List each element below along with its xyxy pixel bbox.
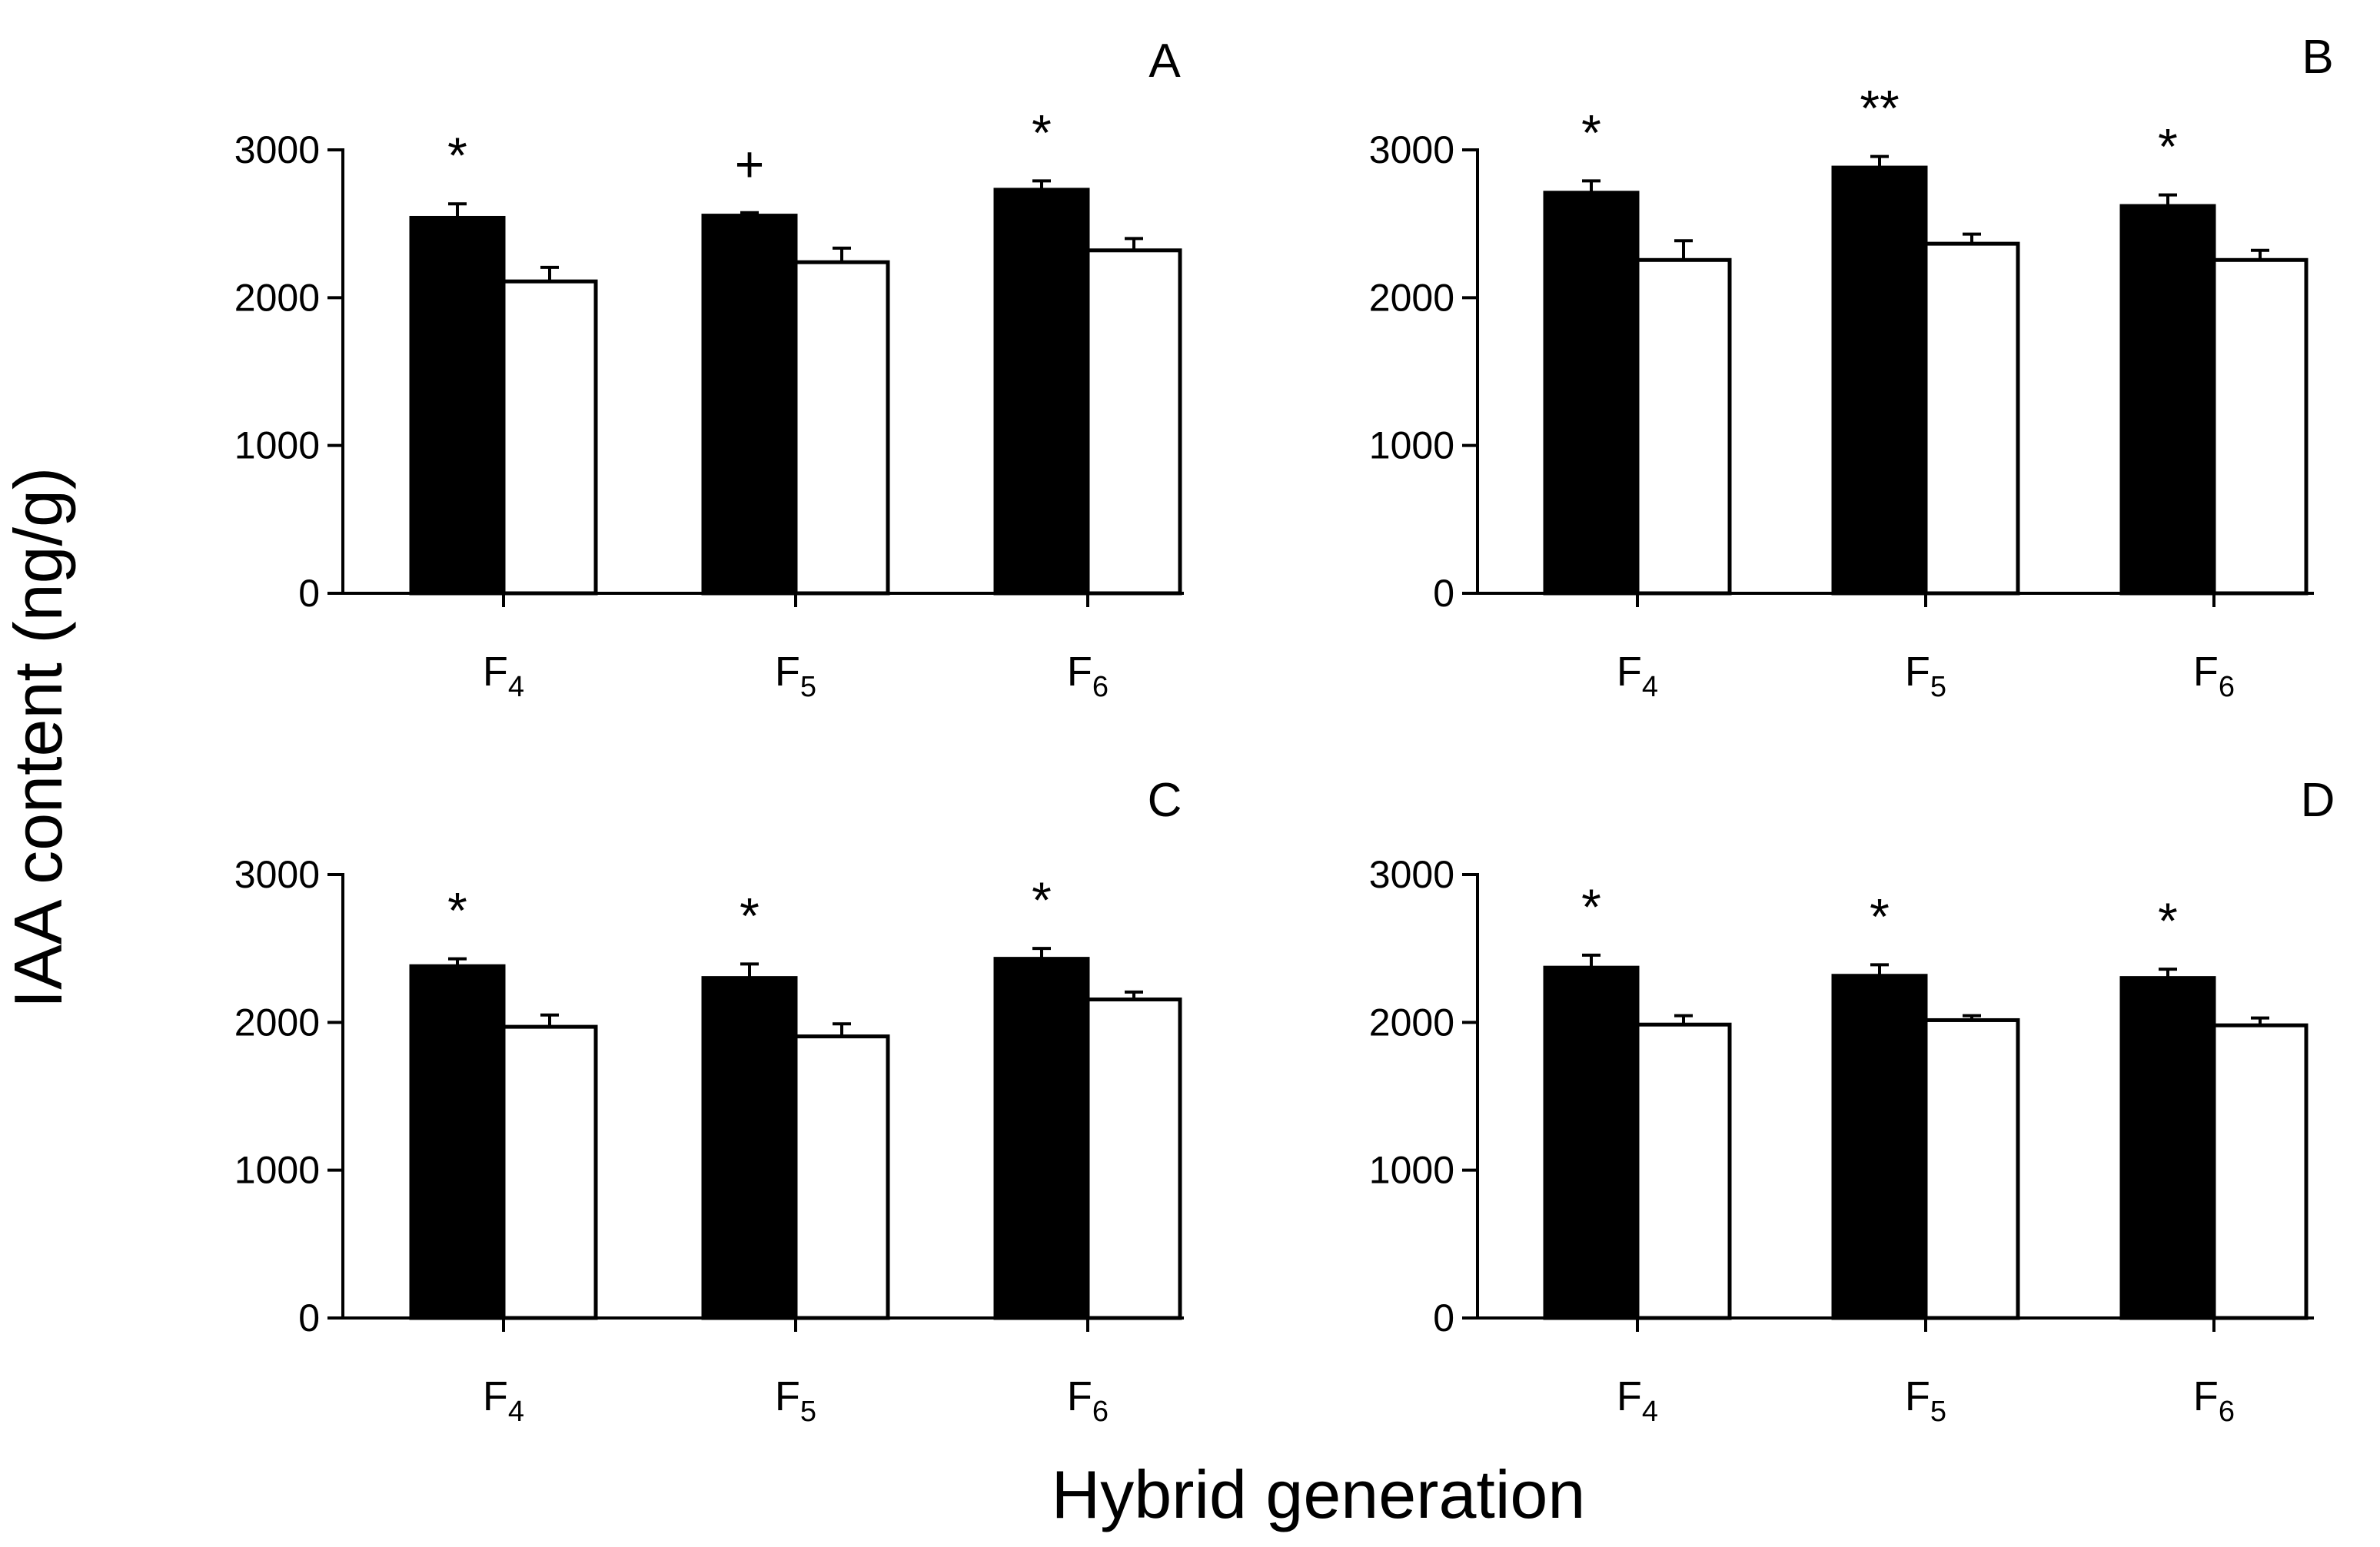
panel-c-y-tick-label: 0 — [298, 1296, 320, 1340]
panel-a-bar-filled — [701, 214, 798, 596]
panel-d-bar-filled — [1831, 974, 1928, 1320]
panel-d-bar-open — [1923, 1018, 2020, 1320]
panel-c-bar-open — [501, 1024, 598, 1320]
panel-b-significance-mark: * — [2158, 118, 2178, 175]
panel-c-category-label: F6 — [1067, 1373, 1109, 1428]
panel-c-bar-filled — [701, 976, 798, 1320]
panel-a-y-tick-label: 3000 — [234, 128, 320, 171]
panel-b-category-label: F5 — [1905, 649, 1946, 703]
panel-d-significance-mark: * — [1581, 878, 1601, 935]
panel-b-bar-open — [2212, 257, 2309, 596]
panel-d-bar-open — [2212, 1023, 2309, 1320]
panel-b-bar-open — [1923, 241, 2020, 596]
panel-d-y-tick-label: 0 — [1433, 1296, 1454, 1340]
panel-d-y-tick-label: 3000 — [1369, 853, 1454, 896]
panel-c-bar-open — [793, 1034, 890, 1320]
panel-a-y-tick-label: 2000 — [234, 276, 320, 319]
panel-c-category-label: F5 — [775, 1373, 816, 1428]
panel-d-significance-mark: * — [1870, 888, 1890, 944]
panel-a-significance-mark: * — [1032, 104, 1052, 161]
panel-b-significance-mark: * — [1581, 104, 1601, 161]
panel-c-significance-mark: * — [1032, 871, 1052, 928]
panel-b-y-tick-label: 0 — [1433, 572, 1454, 615]
panel-d-y-tick-label: 1000 — [1369, 1149, 1454, 1192]
x-axis-title: Hybrid generation — [1052, 1456, 1586, 1532]
panel-a-letter: A — [1148, 35, 1181, 88]
panel-c-y-tick-label: 2000 — [234, 1001, 320, 1044]
panel-a-bar-open — [501, 279, 598, 596]
panel-a-category-label: F5 — [775, 649, 816, 703]
panel-d-significance-mark: * — [2158, 892, 2178, 949]
panel-c-bar-filled — [409, 964, 506, 1320]
panel-c-y-tick-label: 1000 — [234, 1149, 320, 1192]
panel-c-significance-mark: * — [447, 882, 467, 939]
panel-a-bar-filled — [409, 215, 506, 596]
panel-d-letter: D — [2301, 774, 2335, 827]
panel-b-bar-filled — [1543, 191, 1640, 596]
panel-c-bar-open — [1085, 998, 1182, 1320]
panel-a-significance-mark: * — [447, 127, 467, 184]
panel-b-bar-open — [1635, 257, 1732, 596]
panel-d-bar-filled — [2119, 976, 2216, 1320]
panel-b-bar-filled — [2119, 204, 2216, 596]
panel-a-y-tick-label: 0 — [298, 572, 320, 615]
panel-c-category-label: F4 — [483, 1373, 524, 1428]
panel-d-category-label: F6 — [2193, 1373, 2235, 1428]
panel-b-y-tick-label: 2000 — [1369, 276, 1454, 319]
panel-c-significance-mark: * — [740, 887, 760, 944]
panel-a-bar-open — [1085, 248, 1182, 596]
panel-d-category-label: F4 — [1617, 1373, 1658, 1428]
panel-c-letter: C — [1148, 774, 1182, 827]
panel-b-y-tick-label: 1000 — [1369, 424, 1454, 467]
panel-b-bar-filled — [1831, 165, 1928, 596]
panel-b-category-label: F4 — [1617, 649, 1658, 703]
panel-a-y-tick-label: 1000 — [234, 424, 320, 467]
panel-b-y-tick-label: 3000 — [1369, 128, 1454, 171]
panel-d-bar-open — [1635, 1022, 1732, 1320]
y-axis-title: IAA content (ng/g) — [0, 467, 76, 1008]
panel-b-significance-mark: ** — [1860, 80, 1899, 137]
panel-b-letter: B — [2302, 31, 2333, 84]
panel-d-category-label: F5 — [1905, 1373, 1946, 1428]
panel-c-y-tick-label: 3000 — [234, 853, 320, 896]
panel-a-bar-filled — [993, 188, 1090, 596]
panel-d-bar-filled — [1543, 965, 1640, 1320]
panel-d-y-tick-label: 2000 — [1369, 1001, 1454, 1044]
panel-a-significance-mark: + — [735, 136, 765, 193]
panel-a-bar-open — [793, 260, 890, 596]
panel-a-category-label: F4 — [483, 649, 524, 703]
panel-c-bar-filled — [993, 957, 1090, 1320]
panel-a-category-label: F6 — [1067, 649, 1109, 703]
panel-b-category-label: F6 — [2193, 649, 2235, 703]
